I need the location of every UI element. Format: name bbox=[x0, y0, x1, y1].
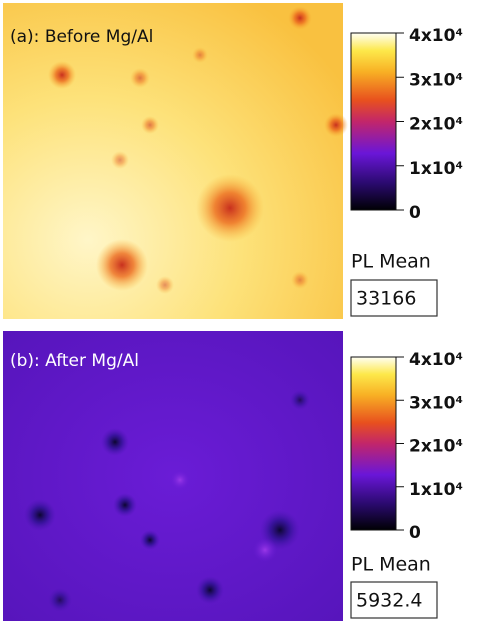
colorbar bbox=[350, 32, 397, 211]
mean-box bbox=[350, 581, 438, 619]
colorbar-tick-label: 2x10⁴ bbox=[409, 115, 463, 135]
mean-value: 33166 bbox=[356, 288, 416, 310]
colorbar bbox=[350, 356, 397, 531]
heatmap-a bbox=[3, 3, 348, 319]
mean-box bbox=[350, 279, 438, 317]
colorbar-tick-label: 1x10⁴ bbox=[409, 159, 463, 179]
mean-label: PL Mean bbox=[351, 554, 431, 576]
panel-title: (b): After Mg/Al bbox=[10, 351, 139, 371]
colorbar-tick-label: 0 bbox=[409, 523, 421, 543]
colorbar-tick-label: 2x10⁴ bbox=[409, 437, 463, 457]
colorbar-tick-label: 3x10⁴ bbox=[409, 393, 463, 413]
mean-value: 5932.4 bbox=[356, 590, 422, 612]
colorbar-tick-label: 1x10⁴ bbox=[409, 480, 463, 500]
colorbar-tick-label: 4x10⁴ bbox=[409, 350, 463, 370]
panel-title: (a): Before Mg/Al bbox=[10, 27, 153, 47]
colorbar-tick-label: 0 bbox=[409, 203, 421, 223]
mean-label: PL Mean bbox=[351, 251, 431, 273]
heatmap-b bbox=[3, 331, 343, 621]
colorbar-tick-label: 4x10⁴ bbox=[409, 26, 463, 46]
colorbar-tick-label: 3x10⁴ bbox=[409, 70, 463, 90]
